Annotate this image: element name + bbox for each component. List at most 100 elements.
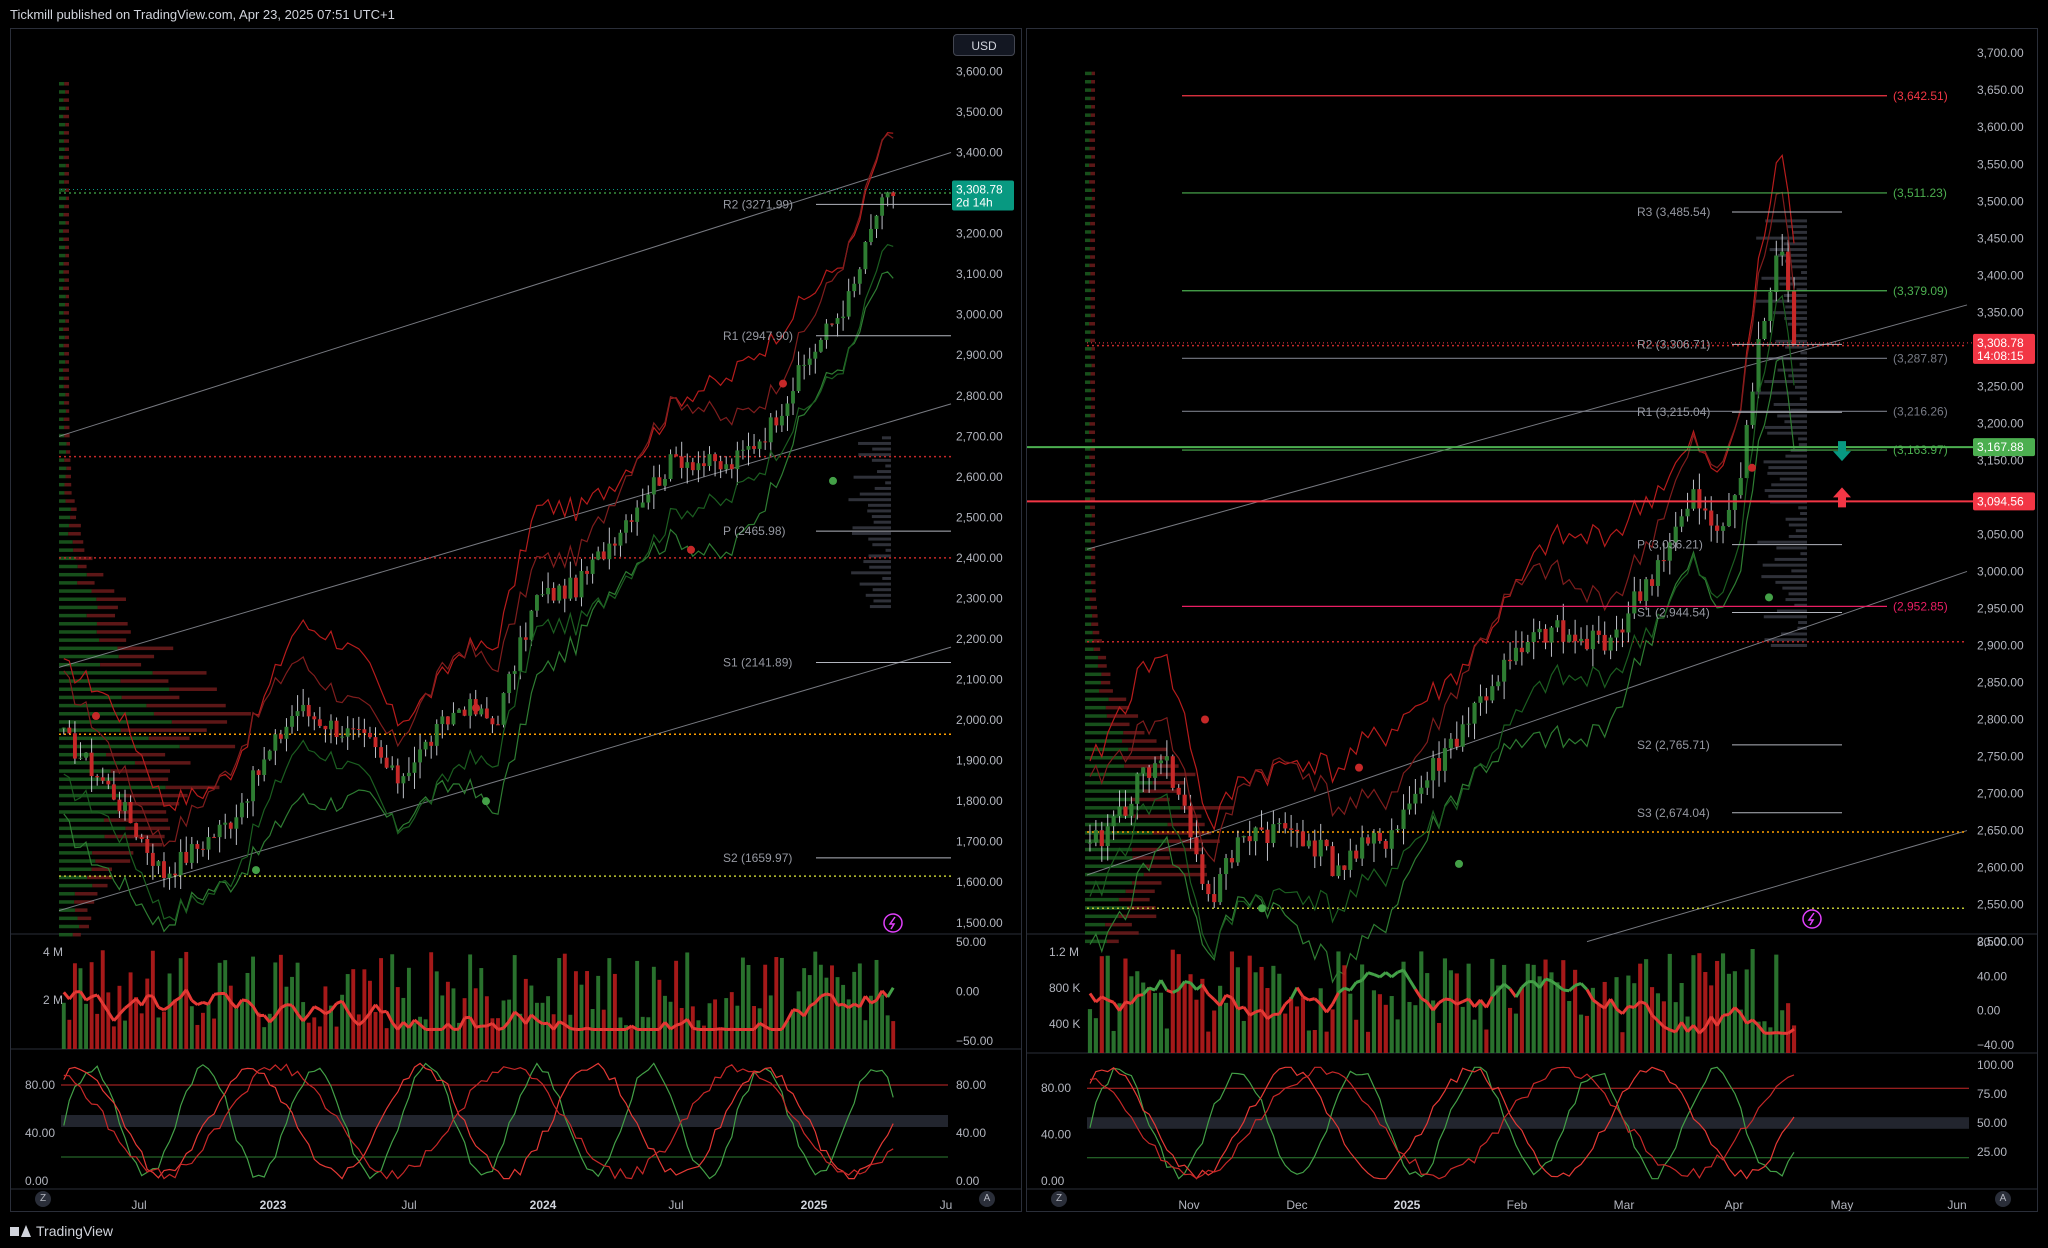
session-volume-profile-bar	[1783, 242, 1807, 246]
left-chart-canvas[interactable]: 3,600.003,500.003,400.003,300.003,200.00…	[11, 29, 1022, 1212]
price-axis-label: 3,100.00	[956, 267, 1003, 281]
candle-body	[796, 365, 801, 392]
oscillator-axis-label: 50.00	[956, 935, 986, 949]
oscillator-line	[1508, 988, 1518, 998]
session-volume-profile-bar	[859, 492, 891, 496]
candle-body	[763, 441, 768, 443]
volume-profile-bar	[66, 450, 71, 454]
volume-bar	[1318, 988, 1323, 1053]
volume-bar	[117, 985, 122, 1049]
candle-body	[145, 839, 150, 853]
volume-profile-bar	[59, 581, 78, 585]
volume-profile-bar	[59, 548, 74, 552]
lightning-icon	[1802, 909, 1822, 929]
volume-profile-bar	[65, 122, 69, 127]
currency-button[interactable]: USD	[953, 34, 1015, 56]
volume-profile-bar	[1085, 831, 1153, 835]
candle-body	[1289, 828, 1294, 830]
candle-body	[1720, 526, 1726, 531]
volume-bar	[1425, 973, 1430, 1053]
volume-bar	[290, 976, 294, 1049]
volume-profile-bar	[1085, 163, 1090, 167]
session-volume-profile-bar	[868, 537, 891, 541]
volume-profile-bar	[63, 114, 69, 119]
volume-profile-bar	[59, 286, 64, 291]
oscillator-line	[380, 1009, 387, 1014]
session-volume-profile-bar	[863, 560, 891, 564]
volume-bar	[278, 954, 283, 1049]
level-badge	[1973, 438, 2035, 457]
candle-body	[1229, 858, 1235, 863]
volume-profile-bar	[68, 532, 81, 536]
volume-profile-bar	[1085, 564, 1091, 568]
right-chart-panel[interactable]: 3,700.00 3,650.00 3,600.00 3,550.00 3,500.00…	[1026, 28, 2038, 1212]
right-chart-canvas[interactable]: 3,700.00 3,650.00 3,600.00 3,550.00 3,500.00…	[1027, 29, 2038, 1212]
session-volume-profile-bar	[1775, 580, 1807, 584]
oscillator-line	[1308, 997, 1316, 1002]
volume-profile-bar	[87, 875, 113, 880]
candle-body	[863, 242, 868, 270]
candle-body	[111, 784, 116, 800]
candle-body	[239, 802, 244, 818]
volume-bar	[1170, 949, 1175, 1053]
volume-profile-bar	[1085, 864, 1146, 868]
session-volume-profile-bar	[1764, 638, 1807, 642]
volume-axis-label: 400 K	[1049, 1017, 1080, 1031]
volume-profile-bar	[1085, 488, 1091, 493]
volume-bar	[1105, 955, 1110, 1053]
volume-bar	[100, 950, 105, 1049]
volume-axis-label: 4 M	[43, 945, 63, 959]
zoom-button[interactable]: Z	[35, 1191, 51, 1207]
candle-body	[690, 462, 695, 471]
oscillator-line	[1325, 1003, 1334, 1014]
session-volume-profile-bar	[851, 571, 891, 575]
volume-bar	[1466, 963, 1471, 1053]
session-volume-profile-bar	[1776, 609, 1807, 613]
oscillator-line	[147, 994, 153, 998]
session-volume-profile-bar	[881, 436, 891, 440]
price-axis-label: 2,400.00	[956, 551, 1003, 565]
oscillator-line	[1408, 978, 1417, 991]
volume-profile-bar	[59, 82, 65, 86]
session-volume-profile-bar	[1795, 529, 1807, 533]
volume-bar	[468, 954, 473, 1049]
volume-bar	[1300, 997, 1306, 1053]
oscillator-line	[340, 1000, 349, 1012]
volume-bar	[612, 973, 617, 1049]
auto-scale-button[interactable]: A	[1995, 1191, 2011, 1207]
candle-body	[807, 358, 812, 365]
left-chart-panel[interactable]: 3,600.003,500.003,400.003,300.003,200.00…	[10, 28, 1022, 1212]
volume-bar	[1377, 994, 1382, 1053]
volume-profile-bar	[65, 188, 69, 192]
price-axis-label: 3,400.00	[1977, 268, 2024, 282]
volume-bar	[61, 1002, 66, 1049]
zoom-button[interactable]: Z	[1051, 1191, 1067, 1207]
volume-profile-bar	[99, 638, 127, 642]
stochastic-line	[63, 1062, 894, 1180]
volume-profile-bar	[1085, 355, 1091, 359]
oscillator-line	[329, 1002, 338, 1012]
candle-body	[278, 734, 283, 739]
candle-body	[195, 844, 200, 849]
auto-scale-button[interactable]: A	[979, 1191, 995, 1207]
oscillator-line	[1225, 993, 1233, 1000]
volume-bar	[874, 959, 879, 1049]
volume-bar	[256, 1012, 261, 1049]
session-volume-profile-bar	[1792, 334, 1807, 338]
oscillator-line	[1770, 1031, 1777, 1035]
volume-bar	[835, 977, 840, 1049]
session-volume-profile-bar	[882, 576, 891, 580]
candle-body	[156, 861, 161, 866]
candle-body	[128, 802, 133, 824]
session-volume-profile-bar	[1782, 586, 1807, 590]
oscillator-line	[669, 1024, 677, 1031]
volume-bar	[679, 1007, 684, 1049]
session-volume-profile-bar	[872, 588, 891, 592]
stochastic-line	[1089, 1066, 1795, 1180]
tradingview-logo[interactable]: TradingView	[10, 1223, 113, 1239]
oscillator-line	[502, 1020, 511, 1030]
session-volume-profile-bar	[1798, 437, 1807, 441]
volume-bar	[473, 988, 478, 1049]
volume-profile-bar	[148, 736, 190, 741]
lightning-icon-glyph	[1807, 912, 1815, 926]
